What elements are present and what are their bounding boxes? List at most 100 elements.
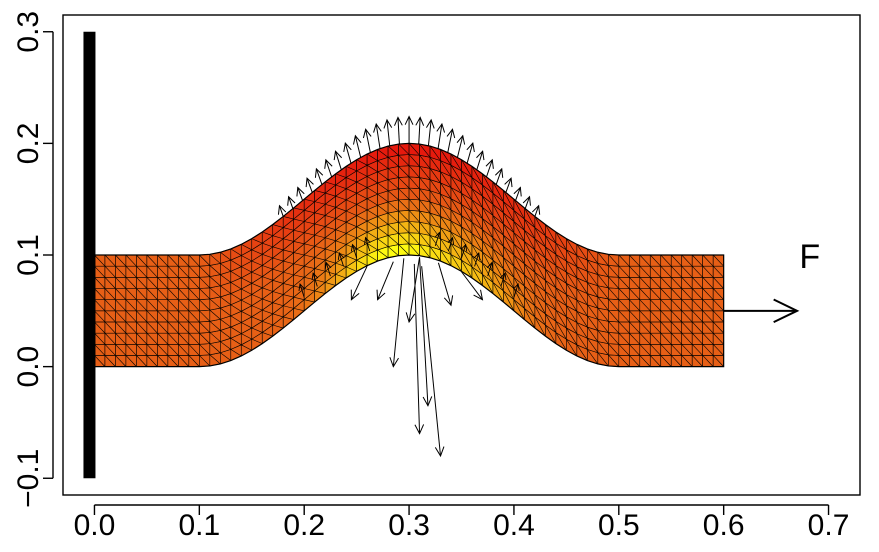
stress-arrow-shaft (392, 258, 405, 367)
mesh-diagonal (115, 332, 127, 345)
mesh-diagonal (545, 246, 557, 266)
mesh-diagonal (314, 268, 326, 272)
mesh-diagonal (230, 349, 242, 357)
mesh-diagonal (440, 160, 452, 177)
mesh-diagonal (660, 321, 672, 334)
mesh-diagonal (230, 337, 242, 346)
mesh-diagonal (576, 244, 588, 261)
mesh-diagonal (241, 322, 252, 329)
mesh-diagonal (691, 310, 703, 323)
mesh-diagonal (492, 226, 504, 247)
mesh-diagonal (272, 324, 284, 329)
mesh-diagonal (115, 254, 127, 267)
stress-arrow (298, 283, 306, 298)
stress-arrow-head (373, 122, 382, 133)
mesh-diagonal (346, 188, 357, 194)
mesh-diagonal (94, 344, 106, 356)
mesh-diagonal (387, 235, 399, 245)
mesh-diagonal (587, 293, 599, 309)
x-tick-label: 0.6 (703, 509, 745, 542)
mesh-diagonal (429, 168, 441, 184)
mesh-diagonal (534, 305, 546, 326)
y-tick-label: 0.2 (12, 123, 45, 165)
stress-arrow (436, 122, 446, 149)
mesh-diagonal (566, 271, 578, 290)
mesh-diagonal (639, 310, 651, 323)
mesh-diagonal (199, 288, 211, 300)
mesh-diagonal (608, 265, 620, 278)
stress-arrow (476, 150, 485, 170)
beam-mesh (93, 142, 725, 368)
mesh-diagonal (167, 288, 179, 300)
stress-arrow-head (383, 118, 393, 129)
mesh-diagonal (408, 143, 420, 156)
stress-arrow (485, 158, 494, 178)
mesh-diagonal (576, 344, 588, 361)
mesh-diagonal (545, 280, 557, 300)
stress-arrow (373, 122, 382, 149)
mesh-diagonal (377, 193, 389, 203)
mesh-diagonal (325, 259, 336, 264)
stress-arrow-shaft (352, 244, 358, 259)
mesh-diagonal (450, 243, 462, 261)
mesh-diagonal (681, 332, 693, 345)
stress-arrow (343, 142, 352, 164)
mesh-diagonal (293, 252, 305, 256)
stress-arrow-shaft (434, 232, 440, 246)
mesh-diagonal (408, 165, 420, 178)
mesh-diagonal (146, 277, 158, 289)
mesh-diagonal (199, 277, 211, 289)
mesh-diagonal (209, 332, 221, 342)
mesh-diagonal (283, 283, 294, 287)
mesh-diagonal (220, 296, 231, 305)
stress-arrow-shaft (297, 187, 304, 201)
mesh-diagonal (209, 309, 221, 320)
mesh-diagonal (272, 302, 284, 307)
mesh-diagonal (178, 299, 190, 312)
mesh-diagonal (555, 276, 567, 295)
stress-arrow-head (422, 396, 433, 407)
mesh-diagonal (419, 244, 431, 258)
mesh-diagonal (419, 188, 431, 203)
mesh-diagonal (429, 246, 441, 262)
mesh-diagonal (398, 166, 410, 178)
mesh-diagonal (115, 321, 127, 334)
mesh-diagonal (702, 321, 714, 334)
mesh-diagonal (272, 246, 284, 251)
mesh-diagonal (691, 265, 703, 278)
mesh-diagonal (534, 294, 546, 314)
mesh-diagonal (366, 254, 378, 262)
mesh-diagonal (283, 260, 294, 265)
mesh-diagonal (576, 277, 588, 294)
mesh-diagonal (639, 265, 651, 278)
mesh-diagonal (366, 187, 378, 195)
mesh-diagonal (650, 344, 661, 356)
mesh-diagonal (199, 321, 211, 333)
mesh-diagonal (587, 304, 599, 320)
mesh-diagonal (262, 287, 273, 292)
stress-arrow-shaft (386, 119, 391, 146)
stress-arrow-shaft (306, 177, 313, 193)
stress-arrow (513, 283, 520, 298)
stress-arrow-shaft (476, 151, 484, 170)
mesh-diagonal (104, 299, 116, 312)
mesh-diagonal (157, 310, 169, 323)
stress-arrow (447, 236, 455, 252)
mesh-diagonal (576, 266, 588, 283)
mesh-diagonal (314, 223, 326, 227)
stress-arrow-head (337, 252, 345, 261)
mesh-diagonal (335, 274, 347, 279)
mesh-diagonal (639, 254, 651, 267)
mesh-diagonal (524, 230, 536, 251)
mesh-diagonal (398, 221, 410, 233)
mesh-diagonal (241, 288, 252, 295)
mesh-diagonal (136, 265, 148, 278)
stress-arrow (434, 231, 441, 246)
mesh-diagonal (356, 170, 368, 177)
mesh-diagonal (136, 299, 148, 312)
mesh-diagonal (335, 184, 347, 189)
mesh-diagonal (146, 288, 158, 300)
mesh-diagonal (671, 288, 682, 300)
mesh-diagonal (136, 355, 148, 367)
mesh-diagonal (555, 231, 567, 250)
